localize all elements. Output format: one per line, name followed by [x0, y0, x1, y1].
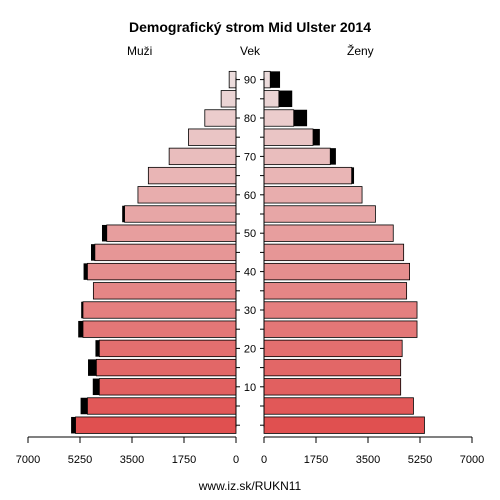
male-bar-5-9	[87, 397, 237, 415]
male-bar-55-59	[124, 205, 237, 223]
male-surplus-55-59	[122, 205, 125, 223]
female-bar-65-69	[263, 166, 353, 185]
age-tick-label: 30	[244, 305, 256, 317]
male-bar-80-84	[204, 109, 237, 127]
female-surplus-65-69	[351, 167, 355, 184]
male-surplus-25-29	[78, 320, 83, 338]
female-bar-90+	[263, 70, 271, 89]
male-bar-15-19	[95, 358, 237, 377]
age-tick-label: 20	[244, 343, 256, 355]
x-tick-label-left: 5250	[68, 454, 92, 466]
footer-url: www.iz.sk/RUKN11	[198, 479, 302, 493]
x-tick-label-left: 3500	[120, 454, 144, 466]
female-bar-50-54	[263, 224, 394, 242]
female-surplus-90+	[270, 71, 281, 88]
female-bar-15-19	[263, 358, 402, 377]
male-bar-85-89	[220, 90, 237, 108]
male-bar-10-14	[98, 378, 237, 396]
male-surplus-10-14	[92, 378, 100, 396]
male-surplus-45-49	[90, 244, 95, 261]
male-surplus-5-9	[80, 397, 88, 415]
left-label-men: Muži	[127, 44, 152, 58]
male-bar-75-79	[188, 128, 237, 146]
female-bar-40-44	[263, 262, 411, 281]
x-tick-label-left: 7000	[16, 454, 40, 466]
female-bar-35-39	[263, 282, 408, 300]
male-bar-20-24	[98, 339, 237, 358]
x-tick-label-right: 3500	[356, 454, 380, 466]
male-bar-90+	[228, 70, 237, 89]
male-surplus-40-44	[83, 263, 88, 280]
female-bars	[263, 70, 425, 434]
male-bar-35-39	[92, 282, 237, 300]
male-bar-50-54	[106, 224, 237, 242]
female-surplus-75-79	[313, 128, 320, 146]
male-surplus-15-19	[88, 359, 97, 376]
female-surplus-70-74	[330, 148, 336, 165]
female-bar-5-9	[263, 397, 414, 415]
x-tick-label-left: 1750	[172, 454, 196, 466]
female-surplus-80-84	[293, 109, 308, 127]
male-bar-30-34	[82, 301, 237, 319]
male-bar-70-74	[168, 147, 237, 166]
female-bar-0-4	[263, 416, 425, 434]
center-label-age: Vek	[240, 44, 261, 58]
male-bar-40-44	[87, 262, 237, 281]
female-bar-75-79	[263, 128, 314, 146]
age-tick-label: 60	[244, 190, 256, 202]
age-tick-label: 10	[244, 382, 256, 394]
female-bar-60-64	[263, 186, 363, 204]
x-tick-label-right: 0	[261, 454, 267, 466]
x-tick-label-left: 0	[233, 454, 239, 466]
female-bar-30-34	[263, 301, 418, 319]
right-label-women: Ženy	[347, 43, 374, 58]
male-surplus-30-34	[81, 301, 83, 319]
male-bar-65-69	[147, 166, 237, 185]
chart-title: Demografický strom Mid Ulster 2014	[129, 19, 371, 35]
female-bar-70-74	[263, 147, 331, 166]
male-surplus-50-54	[101, 224, 107, 242]
x-tick-label-right: 5250	[408, 454, 432, 466]
female-bar-20-24	[263, 339, 403, 358]
age-tick-label: 50	[244, 228, 256, 240]
male-bars	[71, 70, 237, 434]
male-bar-45-49	[94, 243, 237, 262]
age-tick-label: 70	[244, 151, 256, 163]
x-tick-label-right: 7000	[460, 454, 484, 466]
female-bar-80-84	[263, 109, 295, 127]
female-bar-45-49	[263, 243, 405, 262]
female-bar-25-29	[263, 320, 418, 338]
female-bar-10-14	[263, 378, 402, 396]
x-tick-label-right: 1750	[304, 454, 328, 466]
age-tick-label: 90	[244, 75, 256, 87]
male-surplus-20-24	[95, 340, 100, 357]
axes: 10 20 30 40 50 60 70 80 90 7000 5250 3500 1750 0 0 1750…	[16, 75, 484, 466]
male-bar-60-64	[137, 186, 237, 204]
age-tick-label: 80	[244, 113, 256, 125]
male-bar-0-4	[75, 416, 237, 434]
age-tick-label: 40	[244, 267, 256, 279]
female-bar-55-59	[263, 205, 376, 223]
female-bar-85-89	[263, 90, 280, 108]
female-surplus-85-89	[278, 90, 293, 108]
male-bar-25-29	[82, 320, 237, 338]
male-surplus-0-4	[71, 416, 76, 434]
